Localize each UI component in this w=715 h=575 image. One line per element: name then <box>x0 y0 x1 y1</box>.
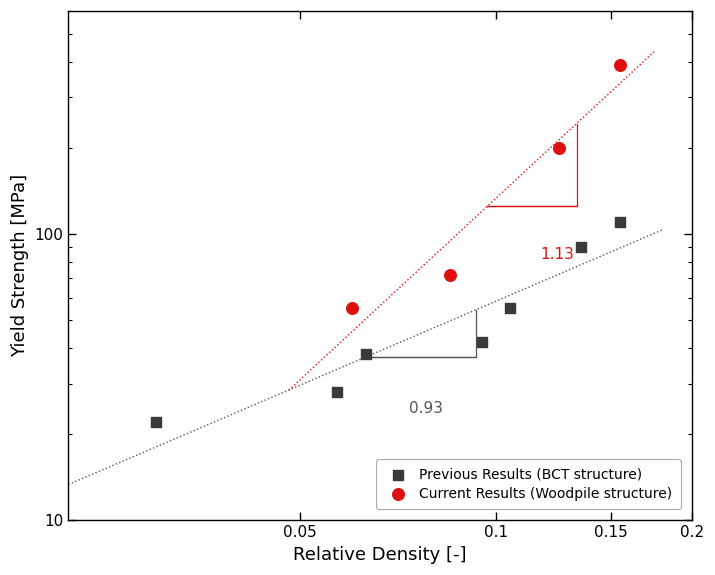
Current Results (Woodpile structure) <box>445 270 456 279</box>
Previous Results (BCT structure) <box>150 418 162 427</box>
Previous Results (BCT structure) <box>614 217 626 227</box>
Current Results (Woodpile structure) <box>553 143 565 152</box>
Previous Results (BCT structure) <box>476 338 488 347</box>
Previous Results (BCT structure) <box>575 243 586 252</box>
Previous Results (BCT structure) <box>360 350 371 359</box>
Legend: Previous Results (BCT structure), Current Results (Woodpile structure): Previous Results (BCT structure), Curren… <box>376 459 681 509</box>
Text: 1.13: 1.13 <box>541 247 574 262</box>
Current Results (Woodpile structure) <box>346 304 358 313</box>
Text: 0.93: 0.93 <box>409 401 443 416</box>
Previous Results (BCT structure) <box>332 388 343 397</box>
Y-axis label: Yield Strength [MPa]: Yield Strength [MPa] <box>11 174 29 357</box>
X-axis label: Relative Density [-]: Relative Density [-] <box>293 546 467 564</box>
Previous Results (BCT structure) <box>504 304 516 313</box>
Current Results (Woodpile structure) <box>614 60 626 70</box>
